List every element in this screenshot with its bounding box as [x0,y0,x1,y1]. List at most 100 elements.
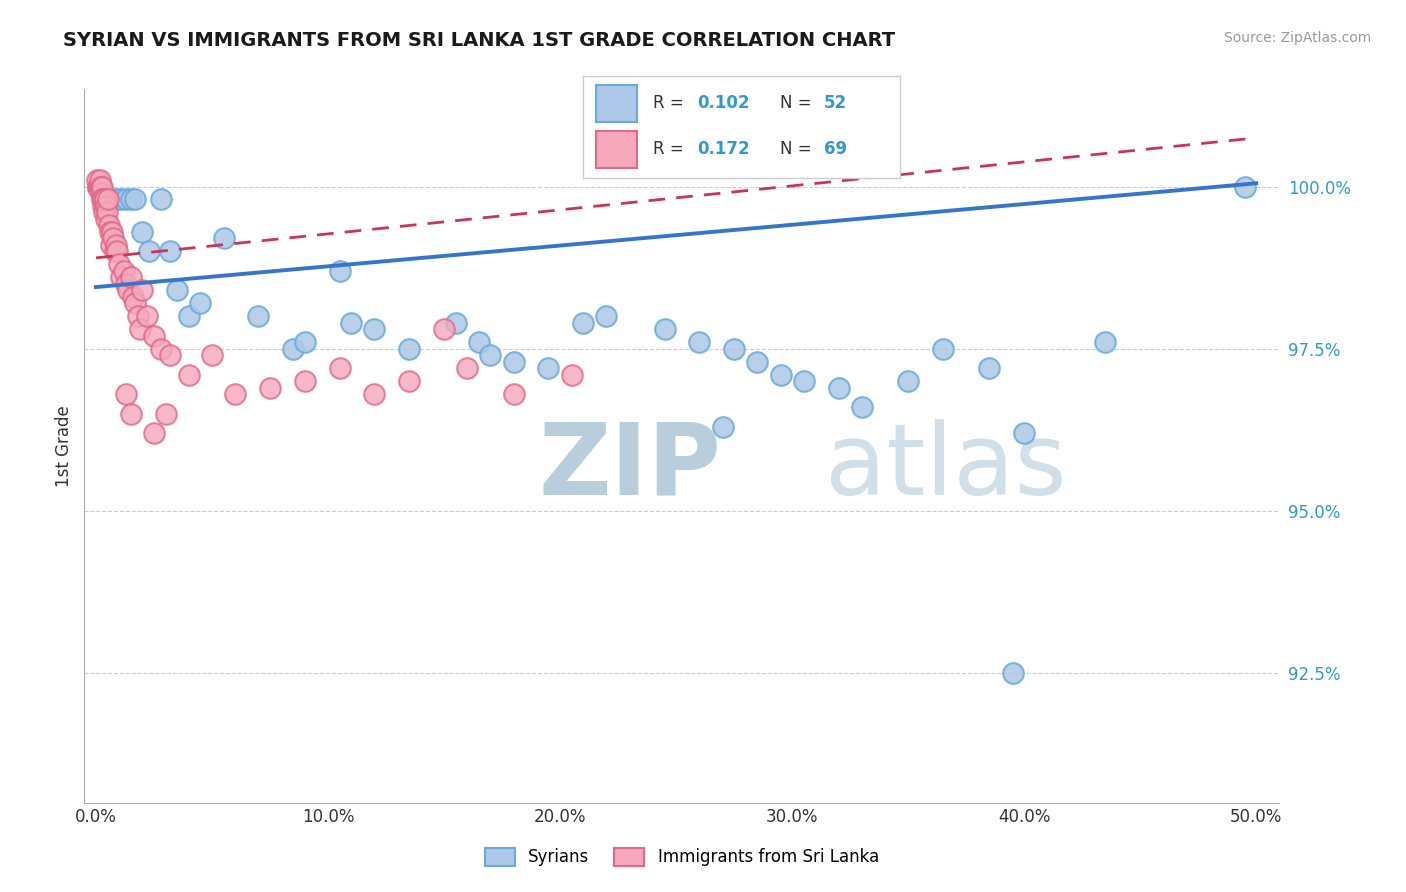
Point [127,310,149,324]
Point [747,354,769,368]
Point [711,419,734,434]
Text: 69: 69 [824,140,846,158]
Point [110,193,132,207]
Point [105,193,128,207]
Point [329,361,352,376]
Point [91,199,114,213]
Point [124,193,146,207]
Point [329,264,352,278]
Point [851,400,873,414]
Point [259,381,281,395]
Point [97,193,120,207]
Text: 52: 52 [824,94,846,112]
Point [124,296,146,310]
Point [96,205,118,219]
Point [363,387,385,401]
Point [94,199,117,213]
Point [1001,666,1024,681]
Point [104,238,127,252]
Point [101,193,124,207]
Legend: Syrians, Immigrants from Sri Lanka: Syrians, Immigrants from Sri Lanka [478,841,886,873]
Point [190,296,212,310]
Text: N =: N = [779,94,817,112]
Point [897,374,920,388]
Point [177,368,200,382]
Text: 0.102: 0.102 [697,94,749,112]
Text: ZIP: ZIP [538,419,721,516]
Point [159,244,181,259]
Point [117,283,139,297]
Point [101,225,124,239]
Point [120,407,142,421]
Text: atlas: atlas [825,419,1067,516]
Point [1094,335,1116,350]
Point [479,348,502,362]
Point [654,322,676,336]
Point [398,342,420,356]
Y-axis label: 1st Grade: 1st Grade [55,405,73,487]
Point [96,211,118,226]
Point [90,179,112,194]
Point [87,179,110,194]
Text: R =: R = [652,140,689,158]
Point [87,179,110,194]
Point [138,244,160,259]
Text: Source: ZipAtlas.com: Source: ZipAtlas.com [1223,31,1371,45]
Point [115,277,138,291]
Point [122,290,145,304]
Point [155,407,177,421]
Point [90,186,112,200]
Point [688,335,710,350]
Point [201,348,224,362]
Point [103,231,125,245]
Point [1012,425,1035,440]
Point [537,361,560,376]
Text: R =: R = [652,94,689,112]
Point [89,179,111,194]
Point [468,335,491,350]
Point [159,348,181,362]
Point [294,374,316,388]
Point [90,179,112,194]
Point [595,310,617,324]
Point [105,244,128,259]
Point [149,193,172,207]
Point [149,342,172,356]
Point [108,257,131,271]
Point [100,238,122,252]
Point [97,219,120,233]
Point [793,374,815,388]
Point [283,342,305,356]
Point [131,225,153,239]
Point [87,179,110,194]
Point [572,316,595,330]
Point [212,231,235,245]
Point [129,322,152,336]
Point [86,173,108,187]
Point [115,387,138,401]
Point [136,310,159,324]
Point [979,361,1001,376]
Point [827,381,849,395]
Point [89,173,111,187]
Point [143,328,166,343]
Point [1233,179,1256,194]
Point [166,283,188,297]
Point [93,193,115,207]
Point [94,193,117,207]
Point [143,425,166,440]
Point [340,316,363,330]
Point [120,193,142,207]
Point [561,368,583,382]
Point [120,270,142,285]
Point [98,225,121,239]
Point [103,244,125,259]
Point [932,342,955,356]
Point [433,322,456,336]
Point [398,374,420,388]
Point [456,361,478,376]
Point [294,335,316,350]
Point [112,264,135,278]
Point [444,316,467,330]
Point [502,354,524,368]
